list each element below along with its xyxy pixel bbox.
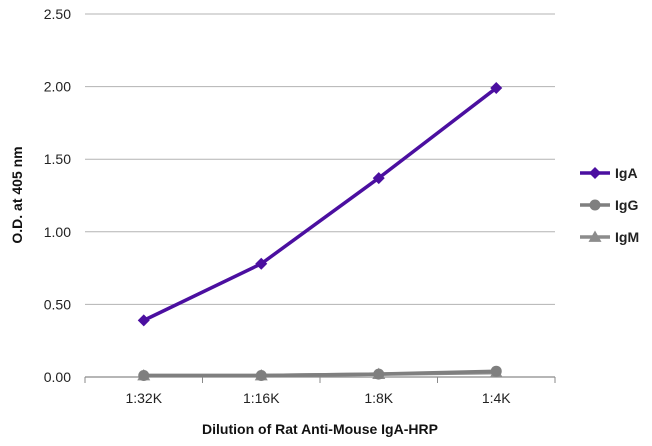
y-axis-ticks: 0.00 0.50 1.00 1.50 2.00 2.50: [44, 6, 71, 385]
data-point: [255, 370, 267, 382]
x-axis-title: Dilution of Rat Anti-Mouse IgA-HRP: [202, 421, 438, 437]
series-iga: [137, 82, 503, 327]
y-tick-label: 1.50: [44, 151, 71, 167]
x-tick-label: 1:4K: [482, 390, 511, 406]
y-axis-title: O.D. at 405 nm: [9, 146, 25, 243]
x-axis-ticks: 1:32K 1:16K 1:8K 1:4K: [125, 390, 511, 406]
legend-marker: [589, 199, 601, 211]
series-line: [142, 86, 498, 322]
series-group: [137, 82, 503, 382]
data-point: [372, 172, 385, 185]
y-tick-label: 1.00: [44, 224, 71, 240]
data-point: [490, 365, 502, 377]
data-point: [137, 314, 150, 327]
legend-item-igg: IgG: [580, 197, 638, 213]
data-point: [255, 257, 268, 270]
x-tick-label: 1:32K: [125, 390, 162, 406]
data-point: [373, 368, 385, 380]
gridlines: [84, 13, 556, 383]
y-tick-label: 0.50: [44, 296, 71, 312]
y-tick-label: 2.00: [44, 79, 71, 95]
y-tick-label: 0.00: [44, 369, 71, 385]
x-tick-label: 1:16K: [243, 390, 280, 406]
legend-label: IgG: [615, 197, 638, 213]
legend-label: IgM: [615, 229, 639, 245]
legend-item-igm: IgM: [580, 229, 639, 245]
legend-label: IgA: [615, 165, 638, 181]
legend-marker: [588, 230, 602, 242]
legend-item-iga: IgA: [580, 165, 638, 181]
series-line: [143, 369, 497, 378]
y-tick-label: 2.50: [44, 6, 71, 22]
legend-marker: [589, 167, 601, 179]
legend: IgA IgG IgM: [580, 165, 639, 245]
x-tick-label: 1:8K: [364, 390, 393, 406]
data-point: [490, 82, 503, 95]
data-point: [138, 370, 150, 382]
series-igg: [138, 365, 502, 382]
